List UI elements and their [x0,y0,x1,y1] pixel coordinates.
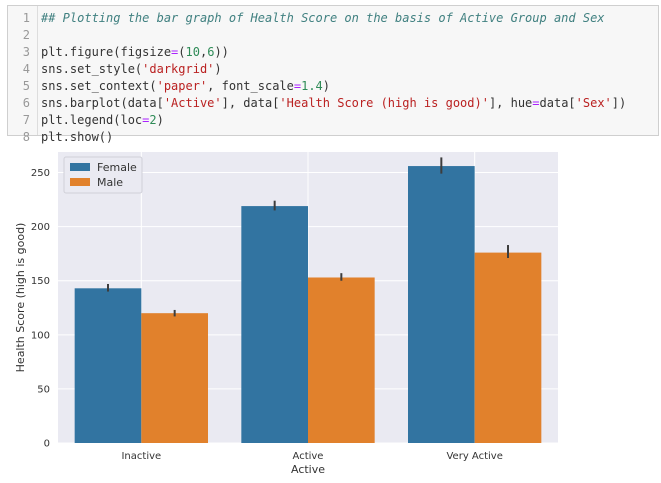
code-text: plt.figure(figsize=(10,6)) [41,44,229,61]
bar-male-very-active [474,252,542,443]
code-line[interactable]: 8 plt.show() [8,129,658,146]
code-text: ## Plotting the bar graph of Health Scor… [41,10,605,27]
code-token: ]) [611,96,627,110]
code-text: plt.show() [41,129,113,146]
code-token: sns.set_style( [41,62,143,76]
code-line[interactable]: 3 plt.figure(figsize=(10,6)) [8,44,658,61]
code-token: 'Active' [163,96,222,110]
code-token: ) [322,79,331,93]
code-token: sns.set_context( [41,79,157,93]
code-token: data[ [539,96,576,110]
bar-male-active [308,277,375,443]
y-tick-label: 50 [37,384,50,395]
code-token: 'darkgrid' [142,62,215,76]
code-token: plt.figure(figsize [41,45,172,59]
code-token: 2 [149,113,157,127]
code-token: plt.legend(loc [41,113,143,127]
code-text: sns.set_style('darkgrid') [41,61,222,78]
code-token: 'Health Score (high is good)' [279,96,489,110]
code-line[interactable]: 1 ## Plotting the bar graph of Health Sco… [8,10,658,27]
bar-female-active [241,206,308,443]
code-text: plt.legend(loc=2) [41,112,164,129]
code-token: ) [214,62,222,76]
y-tick-label: 100 [31,330,50,341]
line-number: 3 [22,45,30,59]
line-number: 2 [22,28,30,42]
code-token: = [142,113,150,127]
code-token: = [171,45,179,59]
code-token: ], data[ [221,96,280,110]
bar-female-inactive [74,288,142,443]
code-token: plt.show() [41,130,114,144]
line-number-gutter [8,6,38,135]
code-token: 6 [207,45,215,59]
code-cell[interactable]: 1 ## Plotting the bar graph of Health Sco… [7,5,659,144]
legend-label-female: Female [97,161,137,174]
code-line[interactable]: 6 sns.barplot(data['Active'], data['Healt… [8,95,658,112]
code-token: , font_scale [207,79,294,93]
code-token: ( [178,45,186,59]
code-line[interactable]: 7 plt.legend(loc=2) [8,112,658,129]
y-tick-label: 150 [31,276,50,287]
y-tick-label: 0 [44,439,50,450]
code-line[interactable]: 2 [8,27,658,44]
code-token: = [532,96,540,110]
line-number: 1 [22,11,30,25]
x-tick-label: Active [293,451,324,462]
code-token: ], hue [488,96,533,110]
code-text: sns.barplot(data['Active'], data['Health… [41,95,626,112]
code-token: , [199,45,208,59]
code-line[interactable]: 4 sns.set_style('darkgrid') [8,61,658,78]
x-tick-label: Very Active [446,451,502,462]
legend-swatch-male [70,178,90,186]
line-number: 6 [22,96,30,110]
legend-label-male: Male [97,176,123,189]
code-token: ## Plotting the bar graph of Health Scor… [41,11,605,25]
line-number: 5 [22,79,30,93]
code-line[interactable]: 5 sns.set_context('paper', font_scale=1.4… [8,78,658,95]
bar-female-very-active [408,166,475,443]
y-tick-label: 200 [31,222,50,233]
code-token: )) [214,45,229,59]
code-token: ) [156,113,164,127]
y-tick-label: 250 [31,168,50,179]
code-token: 'Sex' [575,96,612,110]
legend-swatch-female [70,163,90,171]
y-axis-label: Health Score (high is good) [14,223,27,373]
line-number: 8 [22,130,30,144]
bar-male-inactive [141,313,208,443]
code-token: = [293,79,302,93]
code-token: sns.barplot(data[ [41,96,164,110]
code-text: sns.set_context('paper', font_scale=1.4) [41,78,330,95]
code-token: 'paper' [156,79,208,93]
code-token: 1.4 [301,79,323,93]
x-tick-label: Inactive [121,451,161,462]
line-number: 4 [22,62,30,76]
code-token: 10 [185,45,200,59]
x-axis-label: Active [291,463,325,476]
line-number: 7 [22,113,30,127]
